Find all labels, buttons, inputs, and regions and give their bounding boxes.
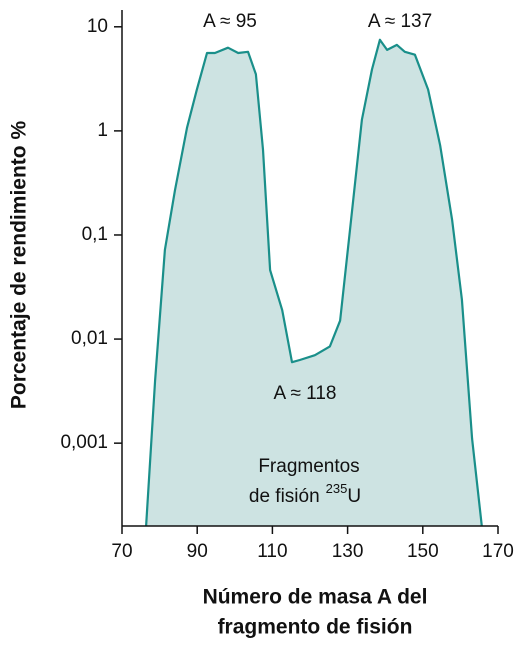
annotation: A ≈ 95	[203, 11, 257, 32]
plot-area	[145, 38, 483, 527]
x-tick-label: 150	[407, 541, 439, 562]
y-axis-label: Porcentaje de rendimiento %	[8, 121, 31, 410]
x-tick-label: 130	[332, 541, 364, 562]
y-tick-label: 0,1	[82, 224, 108, 245]
x-tick-label: 170	[482, 541, 514, 562]
annotation: A ≈ 118	[274, 383, 337, 404]
x-axis-label: Número de masa A del	[203, 586, 428, 609]
y-tick-label: 0,001	[60, 432, 108, 453]
x-tick-label: 110	[257, 541, 287, 562]
mass-number: 235	[326, 481, 348, 496]
fragment-label-text: de fisión	[249, 486, 320, 507]
x-tick-label: 70	[111, 541, 132, 562]
element: U	[347, 486, 361, 507]
y-tick-label: 0,01	[71, 328, 108, 349]
annotation: A ≈ 137	[368, 11, 432, 32]
area-line	[145, 38, 483, 527]
area-fill	[146, 39, 482, 527]
y-tick-label: 1	[97, 120, 108, 141]
x-axis-label: fragmento de fisión	[218, 616, 413, 639]
y-tick-label: 10	[87, 16, 108, 37]
fragment-label: Fragmentos	[258, 456, 359, 477]
fragment-label: de fisión 235U	[249, 481, 361, 507]
x-tick-label: 90	[187, 541, 208, 562]
